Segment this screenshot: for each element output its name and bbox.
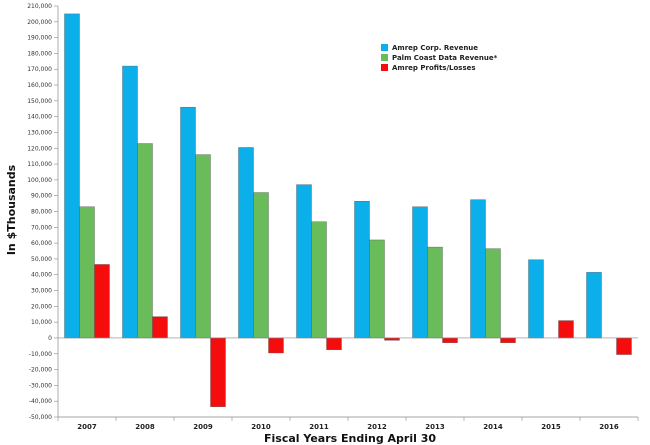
y-tick-label: -40,000 [29, 398, 52, 405]
bar-amrep-profits-losses-2011 [326, 337, 342, 351]
y-tick-label: 100,000 [27, 177, 52, 184]
y-tick-label: -20,000 [29, 367, 52, 374]
bar-amrep-profits-losses-2012 [384, 337, 400, 341]
y-tick-label: -10,000 [29, 351, 52, 358]
y-tick-label: 110,000 [27, 161, 52, 168]
x-tick-label: 2012 [367, 423, 387, 431]
y-tick-label: 210,000 [27, 3, 52, 10]
x-tick-label: 2013 [425, 423, 445, 431]
x-tick-label: 2016 [599, 423, 619, 431]
bar-amrep-profits-losses-2009 [210, 337, 226, 407]
x-axis-title: Fiscal Years Ending April 30 [264, 432, 436, 445]
x-tick-label: 2008 [135, 423, 155, 431]
y-tick-label: 10,000 [31, 319, 52, 326]
y-axis-title: In $Thousands [5, 164, 18, 255]
legend-swatch [381, 54, 388, 61]
y-tick-label: 160,000 [27, 82, 52, 89]
bar-palm-coast-data-revenue-2008 [137, 143, 153, 339]
y-axis-ticks: -50,000 -40,000 -30,000 -20,000 -10,000 0 10,0… [27, 3, 59, 421]
legend-label: Palm Coast Data Revenue* [392, 54, 498, 62]
bar-amrep-profits-losses-2016 [616, 337, 632, 355]
y-tick-label: 70,000 [31, 224, 52, 231]
legend-swatch [381, 44, 388, 51]
bar-palm-coast-data-revenue-2009 [195, 154, 211, 339]
bar-amrep-corp-revenue-2008 [122, 65, 138, 339]
bar-amrep-profits-losses-2015 [558, 320, 574, 339]
y-tick-label: 200,000 [27, 19, 52, 26]
bar-amrep-corp-revenue-2016 [586, 272, 602, 339]
legend-label: Amrep Corp. Revenue [392, 44, 478, 52]
x-tick-label: 2009 [193, 423, 213, 431]
y-tick-label: 130,000 [27, 129, 52, 136]
y-tick-label: 20,000 [31, 303, 52, 310]
y-tick-label: 0 [48, 335, 52, 342]
x-tick-label: 2010 [251, 423, 271, 431]
bar-amrep-corp-revenue-2009 [180, 106, 196, 339]
y-tick-label: 50,000 [31, 256, 52, 263]
y-tick-label: 140,000 [27, 114, 52, 121]
legend: Amrep Corp. Revenue Palm Coast Data Reven… [381, 44, 498, 72]
legend-label: Amrep Profits/Losses [392, 64, 476, 72]
bar-palm-coast-data-revenue-2011 [311, 221, 327, 339]
bar-amrep-profits-losses-2014 [500, 337, 516, 343]
bar-palm-coast-data-revenue-2010 [253, 192, 269, 339]
bars [58, 13, 638, 407]
y-tick-label: 190,000 [27, 35, 52, 42]
bar-amrep-profits-losses-2013 [442, 337, 458, 343]
bar-amrep-profits-losses-2010 [268, 337, 284, 354]
y-tick-label: 150,000 [27, 98, 52, 105]
bar-palm-coast-data-revenue-2013 [427, 246, 443, 339]
bar-amrep-corp-revenue-2015 [528, 259, 544, 339]
bar-palm-coast-data-revenue-2007 [79, 206, 95, 339]
y-tick-label: -50,000 [29, 414, 52, 421]
y-tick-label: 60,000 [31, 240, 52, 247]
y-tick-label: 120,000 [27, 145, 52, 152]
y-tick-label: -30,000 [29, 382, 52, 389]
x-axis: 2007 2008 2009 2010 2011 2012 2013 2014 2015 2016 [57, 416, 639, 431]
bar-amrep-profits-losses-2007 [94, 264, 110, 339]
y-tick-label: 40,000 [31, 272, 52, 279]
bar-amrep-corp-revenue-2011 [296, 184, 312, 339]
bar-palm-coast-data-revenue-2012 [369, 239, 385, 339]
x-tick-label: 2014 [483, 423, 503, 431]
bar-amrep-profits-losses-2008 [152, 316, 168, 339]
x-tick-label: 2007 [77, 423, 97, 431]
y-tick-label: 180,000 [27, 50, 52, 57]
y-tick-label: 80,000 [31, 209, 52, 216]
y-tick-label: 170,000 [27, 66, 52, 73]
x-tick-label: 2015 [541, 423, 561, 431]
bar-amrep-corp-revenue-2014 [470, 199, 486, 339]
bar-palm-coast-data-revenue-2014 [485, 248, 501, 339]
bar-amrep-corp-revenue-2013 [412, 206, 428, 339]
bar-amrep-corp-revenue-2007 [64, 13, 80, 339]
y-tick-label: 30,000 [31, 288, 52, 295]
x-tick-label: 2011 [309, 423, 329, 431]
bar-amrep-corp-revenue-2012 [354, 201, 370, 339]
legend-swatch [381, 64, 388, 71]
bar-amrep-corp-revenue-2010 [238, 147, 254, 339]
y-tick-label: 90,000 [31, 193, 52, 200]
